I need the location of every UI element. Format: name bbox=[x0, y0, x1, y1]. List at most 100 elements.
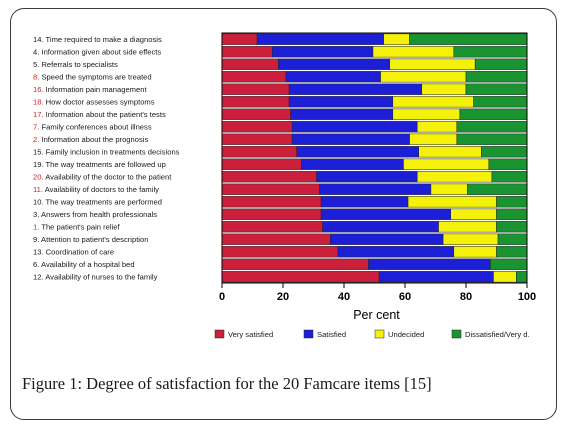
bar-segment bbox=[383, 33, 410, 45]
bar-segment bbox=[221, 58, 279, 70]
bar-segment bbox=[221, 158, 302, 170]
bar-segment bbox=[291, 133, 410, 145]
bar-segment bbox=[465, 83, 528, 95]
bar-segment bbox=[496, 221, 528, 233]
row-label: 8. Speed the symptoms are treated bbox=[33, 72, 152, 81]
bar-segment bbox=[409, 33, 528, 45]
plot-border bbox=[221, 32, 528, 284]
bar-segment bbox=[288, 83, 423, 95]
bar-segment bbox=[301, 158, 404, 170]
legend-swatch bbox=[451, 329, 462, 339]
bar-segment bbox=[221, 133, 293, 145]
bar-segment bbox=[296, 146, 419, 158]
bar-segment bbox=[256, 33, 384, 45]
row-label: 1. The patient's pain relief bbox=[33, 222, 120, 231]
legend-swatch bbox=[303, 329, 314, 339]
x-tick-label: 100 bbox=[518, 291, 536, 303]
bar-segment bbox=[516, 271, 528, 283]
bar-segment bbox=[442, 233, 499, 245]
row-label: 12. Availability of nurses to the family bbox=[33, 272, 158, 281]
bar-segment bbox=[221, 121, 293, 133]
legend-swatch bbox=[214, 329, 225, 339]
row-label: 5. Referrals to specialists bbox=[33, 60, 118, 69]
row-label: 16. Information pain management bbox=[33, 85, 147, 94]
bar-segment bbox=[493, 271, 517, 283]
bar-segment bbox=[320, 208, 451, 220]
row-label: 19. The way treatments are followed up bbox=[33, 160, 166, 169]
legend-label: Dissatisfied/Very d. bbox=[465, 330, 530, 339]
bar-segment bbox=[272, 46, 374, 58]
bar-segment bbox=[491, 171, 528, 183]
stacked-bar-chart: 14. Time required to make a diagnosis 4. … bbox=[33, 32, 536, 339]
bar-segment bbox=[285, 71, 381, 83]
bar-segment bbox=[380, 71, 467, 83]
row-label: 3. Answers from health professionals bbox=[33, 210, 157, 219]
row-label: 11. Availability of doctors to the famil… bbox=[33, 185, 159, 194]
bar-segment bbox=[221, 46, 273, 58]
figure-caption: Figure 1: Degree of satisfaction for the… bbox=[22, 374, 432, 393]
bar-segment bbox=[221, 271, 380, 283]
row-label: 15. Family inclusion in treatments decis… bbox=[33, 147, 180, 156]
x-tick-label: 60 bbox=[399, 291, 411, 303]
bar-segment bbox=[372, 46, 455, 58]
bar-segment bbox=[278, 58, 390, 70]
bar-segment bbox=[221, 208, 322, 220]
row-label: 14. Time required to make a diagnosis bbox=[33, 35, 162, 44]
bar-segment bbox=[221, 108, 291, 120]
bar-segment bbox=[473, 96, 528, 108]
bar-segment bbox=[450, 208, 497, 220]
bar-segment bbox=[221, 258, 369, 270]
bar-segment bbox=[456, 121, 528, 133]
x-tick-label: 0 bbox=[219, 291, 225, 303]
bar-segment bbox=[322, 221, 439, 233]
row-label: 2. Information about the prognosis bbox=[33, 135, 148, 144]
x-tick-label: 40 bbox=[338, 291, 350, 303]
row-label: 18. How doctor assesses symptoms bbox=[33, 97, 155, 106]
bar-segment bbox=[459, 108, 528, 120]
bar-segment bbox=[290, 108, 394, 120]
row-label: 13. Coordination of care bbox=[33, 247, 114, 256]
bar-segment bbox=[320, 196, 409, 208]
bar-segment bbox=[438, 221, 497, 233]
bar-segment bbox=[474, 58, 528, 70]
row-label: 9. Attention to patient's description bbox=[33, 235, 148, 244]
row-label: 10. The way treatments are performed bbox=[33, 197, 162, 206]
bar-segment bbox=[337, 246, 455, 258]
bar-segment bbox=[221, 233, 331, 245]
bar-segment bbox=[221, 183, 320, 195]
bar-segment bbox=[316, 171, 418, 183]
bar-segment bbox=[221, 96, 290, 108]
bar-segment bbox=[378, 271, 494, 283]
bar-segment bbox=[409, 133, 458, 145]
bar-segment bbox=[407, 196, 497, 208]
bar-segment bbox=[453, 46, 528, 58]
bar-segment bbox=[291, 121, 418, 133]
bar-segment bbox=[221, 171, 317, 183]
x-axis-title: Per cent bbox=[353, 308, 400, 322]
legend-label: Very satisfied bbox=[228, 330, 273, 339]
bar-segment bbox=[418, 146, 482, 158]
legend-label: Undecided bbox=[388, 330, 424, 339]
bar-segment bbox=[467, 183, 528, 195]
bar-segment bbox=[430, 183, 468, 195]
bar-segment bbox=[490, 258, 528, 270]
bar-segment bbox=[221, 221, 323, 233]
bar-segment bbox=[496, 246, 528, 258]
bar-segment bbox=[221, 246, 339, 258]
bar-segment bbox=[368, 258, 491, 270]
row-label: 17. Information about the patient's test… bbox=[33, 110, 166, 119]
x-tick-label: 80 bbox=[460, 291, 472, 303]
bar-segment bbox=[421, 83, 467, 95]
bar-segment bbox=[288, 96, 394, 108]
bar-segment bbox=[221, 71, 287, 83]
bar-segment bbox=[221, 146, 297, 158]
bar-segment bbox=[392, 96, 474, 108]
bar-segment bbox=[497, 233, 528, 245]
row-label: 6. Availability of a hospital bed bbox=[33, 260, 135, 269]
bar-segment bbox=[319, 183, 432, 195]
bar-segment bbox=[488, 158, 528, 170]
bar-segment bbox=[481, 146, 528, 158]
legend-swatch bbox=[374, 329, 385, 339]
bar-segment bbox=[330, 233, 444, 245]
bar-segment bbox=[221, 83, 290, 95]
